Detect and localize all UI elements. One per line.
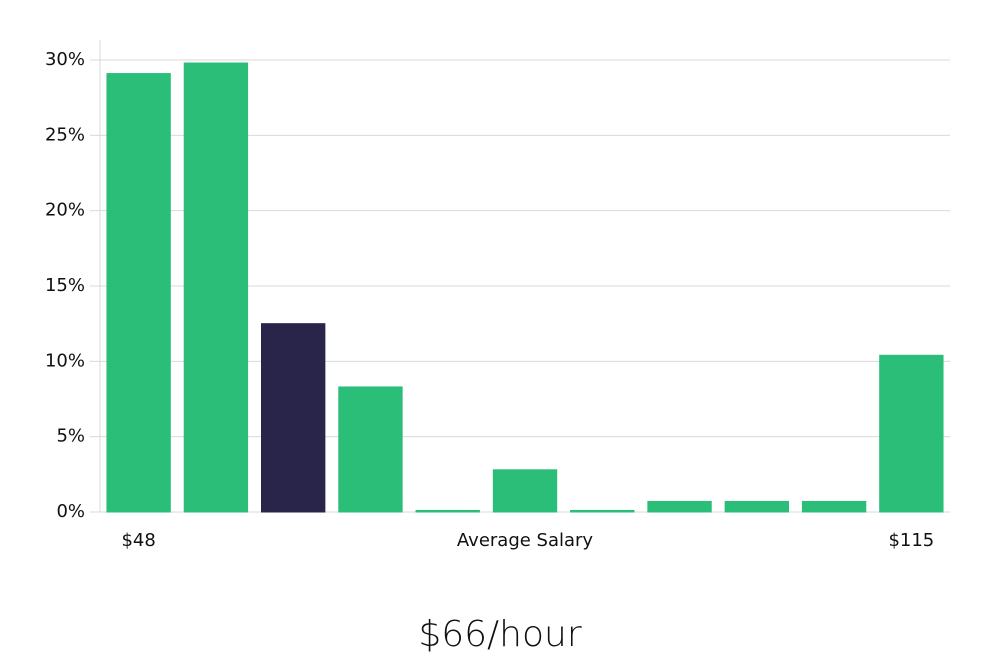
y-tick-label: 20%	[45, 200, 85, 221]
y-tick-label: 30%	[45, 49, 85, 70]
bar	[261, 323, 326, 513]
bar	[879, 354, 944, 513]
x-axis-label: Average Salary	[457, 530, 594, 551]
bar	[338, 386, 403, 513]
bar	[415, 509, 480, 513]
bar	[801, 500, 867, 513]
x-tick-label: $115	[888, 530, 934, 551]
bar	[492, 469, 558, 513]
bar	[106, 73, 171, 513]
bar	[647, 500, 712, 513]
y-tick-label: 25%	[45, 124, 85, 145]
bar	[724, 500, 789, 513]
y-tick-label: 15%	[45, 275, 85, 296]
y-tick-label: 5%	[56, 426, 85, 447]
bar	[570, 509, 635, 513]
bar	[183, 62, 249, 513]
average-pay: $66/hour	[418, 614, 582, 655]
y-tick-label: 0%	[56, 501, 85, 522]
x-tick-label: $48	[121, 530, 155, 551]
y-tick-label: 10%	[45, 350, 85, 371]
